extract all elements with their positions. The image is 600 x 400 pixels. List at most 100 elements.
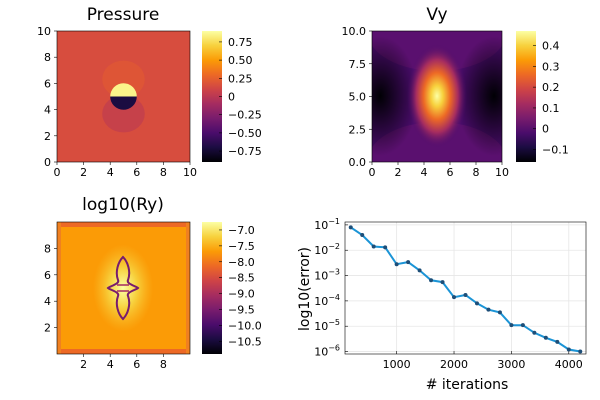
pressure-colorbar-tick-label: −0.75 [228, 145, 262, 158]
pressure-inclusion-lower [110, 96, 137, 110]
ry-colorbar-tick-label: −7.5 [228, 240, 255, 253]
vy-ytick-label: 0.0 [349, 156, 367, 169]
pressure-title: Pressure [87, 5, 160, 25]
pressure-ytick-label: 4 [44, 104, 51, 117]
convergence-point [566, 347, 571, 352]
pressure-xtick-label: 4 [107, 166, 114, 179]
pressure-colorbar-tick-label: 0.25 [228, 72, 253, 85]
ry-xtick-label: 2 [80, 358, 87, 371]
convergence-point [417, 268, 422, 273]
vy-colorbar-gradient [516, 31, 536, 162]
convergence-point [532, 330, 537, 335]
vy-xtick-label: 0 [369, 166, 376, 179]
vy-right-min [456, 36, 502, 156]
convergence-point [406, 260, 411, 265]
pressure-xtick-label: 10 [183, 166, 197, 179]
pressure-ytick-label: 8 [44, 51, 51, 64]
ry-colorbar-tick-label: −8.5 [228, 272, 255, 285]
convergence-point [348, 225, 353, 230]
ry-right-edge [186, 222, 190, 354]
pressure-heatmap [57, 31, 190, 162]
vy-colorbar-tick-label: 0.4 [542, 40, 560, 53]
vy-colorbar-tick-label: 0.1 [542, 102, 560, 115]
ry-xtick-label: 4 [107, 358, 114, 371]
vy-title: Vy [426, 5, 447, 25]
vy-ytick-label: 10.0 [342, 25, 367, 38]
vy-ytick-label: 2.5 [349, 123, 367, 136]
ry-xtick-label: 6 [133, 358, 140, 371]
vy-heatmap [372, 31, 502, 162]
pressure-ytick-label: 6 [44, 77, 51, 90]
vy-colorbar-tick-label: 0 [542, 123, 549, 136]
ry-heatmap [57, 222, 190, 354]
convergence-axes: 1000 2000 3000 4000 10−1 10−2 10−3 10−4 10−5 10−6 [314, 217, 587, 371]
pressure-ytick-label: 10 [37, 25, 51, 38]
convergence-xtick-label: 2000 [440, 358, 468, 371]
pressure-colorbar-tick-label: −0.50 [228, 127, 262, 140]
ry-frame [56, 221, 191, 355]
pressure-xtick-label: 6 [133, 166, 140, 179]
pressure-colorbar-tick-label: 0 [228, 91, 235, 104]
vy-ytick-label: 7.5 [349, 58, 367, 71]
ry-ytick-label: 2 [44, 322, 51, 335]
ry-colorbar-tick-label: −9.5 [228, 303, 255, 316]
convergence-point [440, 280, 445, 285]
convergence-ytick-label: 10−1 [314, 217, 340, 232]
ry-title: log10(Ry) [82, 195, 164, 215]
vy-xtick-label: 10 [495, 166, 509, 179]
ry-bottom-edge [57, 349, 190, 354]
ry-colorbar-tick-label: −9.0 [228, 288, 255, 301]
convergence-panel: 1000 2000 3000 4000 10−1 10−2 10−3 10−4 10−5 10−6… [297, 217, 587, 393]
vy-panel: Vy 0 2 4 6 8 10 0.0 2.5 5.0 7.5 10.0 [342, 5, 569, 179]
vy-xtick-label: 8 [473, 166, 480, 179]
convergence-point [578, 349, 583, 354]
ry-colorbar-gradient [202, 222, 222, 354]
convergence-ytick-label: 10−3 [314, 268, 340, 283]
ry-ytick-label: 6 [44, 269, 51, 282]
convergence-ytick-label: 10−4 [314, 293, 340, 308]
convergence-frame [344, 221, 587, 355]
pressure-xtick-label: 0 [54, 166, 61, 179]
vy-center-max [407, 44, 467, 148]
convergence-point [555, 339, 560, 344]
pressure-ytick-label: 2 [44, 130, 51, 143]
ry-colorbar-tick-label: −7.0 [228, 224, 255, 237]
convergence-point [463, 293, 468, 298]
convergence-point [486, 307, 491, 312]
convergence-ylabel: log10(error) [297, 247, 313, 331]
convergence-ytick-label: 10−2 [314, 242, 340, 257]
convergence-ytick-label: 10−5 [314, 318, 340, 333]
convergence-point [520, 323, 525, 328]
pressure-frame [56, 30, 191, 163]
ry-ytick-label: 4 [44, 295, 51, 308]
ry-center-glow [83, 230, 163, 346]
ry-top-edge [57, 222, 190, 227]
vy-colorbar-tick-label: 0.3 [542, 60, 560, 73]
ry-ytick-label: 8 [44, 242, 51, 255]
ry-colorbar-tick-label: −10.0 [228, 319, 262, 332]
pressure-colorbar-gradient [202, 31, 222, 162]
pressure-colorbar-tick-label: 0.75 [228, 36, 253, 49]
pressure-ytick-label: 0 [44, 156, 51, 169]
convergence-point [474, 301, 479, 306]
pressure-colorbar-tick-label: 0.50 [228, 54, 253, 67]
pressure-xtick-label: 8 [160, 166, 167, 179]
vy-xtick-label: 2 [395, 166, 402, 179]
vy-left-min [372, 36, 418, 156]
convergence-point [371, 244, 376, 249]
vy-ytick-label: 5.0 [349, 91, 367, 104]
pressure-axes: 0 2 4 6 8 10 0 2 4 6 8 10 [37, 25, 197, 179]
ry-colorbar-tick-label: −10.5 [228, 335, 262, 348]
pressure-inclusion-upper [110, 83, 137, 97]
ry-colorbar: −7.0 −7.5 −8.0 −8.5 −9.0 −9.5 −10.0 −10.5 [202, 222, 262, 354]
convergence-point [452, 295, 457, 300]
convergence-xtick-label: 4000 [555, 358, 583, 371]
ry-inner-contour [117, 284, 129, 292]
convergence-xtick-label: 1000 [383, 358, 411, 371]
vy-colorbar: 0.4 0.3 0.2 0.1 0 −0.1 [516, 31, 569, 162]
pressure-colorbar-tick-label: −0.25 [228, 109, 262, 122]
ry-colorbar-tick-label: −8.0 [228, 256, 255, 269]
convergence-point [497, 310, 502, 315]
